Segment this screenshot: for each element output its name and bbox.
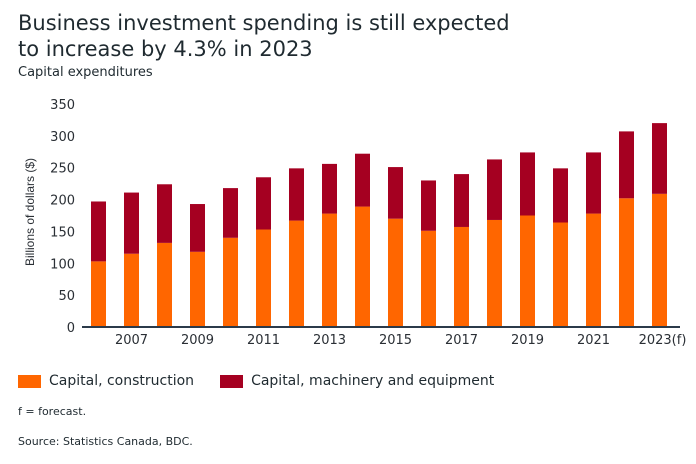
y-tick-label: 150 (50, 225, 75, 240)
forecast-note: f = forecast. (18, 405, 87, 418)
y-axis-ticks: 0 50 100 150 200 250 300 350 (50, 98, 75, 336)
bar-machinery (157, 184, 172, 243)
bar-machinery (91, 201, 106, 262)
bar-construction (388, 218, 403, 327)
x-tick-label: 2013 (313, 333, 346, 348)
x-tick-label: 2015 (379, 333, 412, 348)
chart-title: Business investment spending is still ex… (18, 10, 658, 62)
bar-machinery (289, 168, 304, 221)
x-tick-label: 2021 (577, 333, 610, 348)
legend-swatch-machinery (220, 374, 244, 388)
legend-item-construction: Capital, construction (18, 373, 194, 389)
bars (91, 123, 667, 327)
bar-machinery (421, 180, 436, 231)
bar-construction (619, 198, 634, 327)
bar-construction (256, 229, 271, 327)
bar-machinery (652, 123, 667, 194)
bar-machinery (124, 192, 139, 254)
y-tick-label: 100 (50, 257, 75, 272)
x-tick-label: 2007 (115, 333, 148, 348)
bar-machinery (619, 131, 634, 199)
bar-construction (289, 220, 304, 327)
bar-machinery (586, 152, 601, 214)
bar-machinery (520, 152, 535, 216)
y-tick-label: 350 (50, 98, 75, 113)
y-tick-label: 300 (50, 130, 75, 145)
x-tick-label: 2011 (247, 333, 280, 348)
bar-machinery (355, 153, 370, 207)
bar-construction (553, 222, 568, 327)
bar-construction (586, 213, 601, 327)
bar-construction (124, 253, 139, 327)
bar-construction (421, 230, 436, 327)
chart-title-line-2: to increase by 4.3% in 2023 (18, 37, 313, 61)
bar-machinery (388, 167, 403, 219)
bar-construction (520, 215, 535, 327)
bar-machinery (553, 168, 568, 223)
legend-label-construction: Capital, construction (49, 373, 195, 389)
x-axis-ticks: 2007 2009 2011 2013 2015 2017 2019 2021 2023(f) (115, 333, 686, 348)
bar-machinery (322, 163, 337, 214)
x-tick-label: 2019 (511, 333, 544, 348)
chart-subtitle: Capital expenditures (18, 65, 153, 80)
x-tick-label: 2009 (181, 333, 214, 348)
bar-construction (487, 219, 502, 327)
legend: Capital, construction Capital, machinery… (18, 373, 520, 389)
x-tick-label: 2017 (445, 333, 478, 348)
bar-machinery (487, 159, 502, 220)
y-tick-label: 0 (67, 321, 75, 336)
bar-construction (157, 242, 172, 327)
bar-construction (454, 226, 469, 327)
y-tick-label: 50 (58, 289, 75, 304)
y-tick-label: 200 (50, 194, 75, 209)
bar-construction (223, 237, 238, 327)
source-note: Source: Statistics Canada, BDC. (18, 435, 193, 448)
legend-swatch-construction (18, 374, 41, 388)
bar-construction (190, 251, 205, 327)
bar-construction (91, 261, 106, 327)
legend-item-machinery: Capital, machinery and equipment (220, 373, 494, 389)
bar-machinery (256, 177, 271, 230)
x-tick-label: 2023(f) (639, 333, 687, 348)
chart-title-line-1: Business investment spending is still ex… (18, 11, 510, 35)
y-axis-label: Billions of dollars ($) (23, 158, 37, 266)
bar-machinery (190, 204, 205, 252)
legend-label-machinery: Capital, machinery and equipment (251, 373, 495, 389)
bar-machinery (223, 188, 238, 238)
bar-construction (652, 193, 667, 327)
y-tick-label: 250 (50, 162, 75, 177)
bar-construction (355, 206, 370, 327)
bar-machinery (454, 174, 469, 227)
bar-construction (322, 213, 337, 327)
